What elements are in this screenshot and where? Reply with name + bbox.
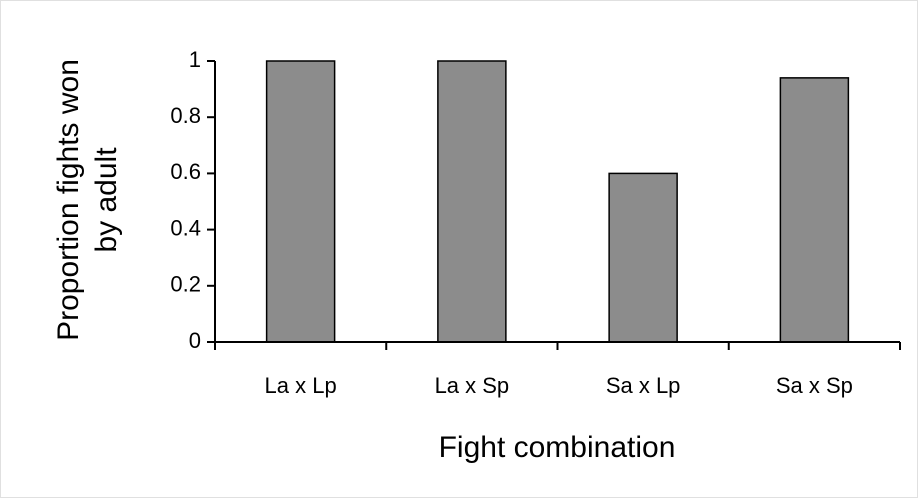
x-tick-label: Sa x Sp [776,373,853,398]
bar [608,172,678,343]
bar [265,60,336,343]
x-axis-label: Fight combination [439,431,676,464]
bar [779,77,850,343]
x-tick-label: Sa x Lp [606,373,681,398]
y-tick-label: 0 [189,328,201,353]
y-axis-label: Proportion fights won [52,59,85,341]
x-tick-label: La x Sp [435,373,510,398]
x-tick-label: La x Lp [265,373,337,398]
y-tick-label: 1 [189,47,201,72]
y-axis-label: by adult [90,147,123,253]
y-tick-label: 0.6 [170,159,201,184]
y-tick-label: 0.2 [170,272,201,297]
y-tick-label: 0.4 [170,215,201,240]
bar [437,60,507,343]
y-tick-label: 0.8 [170,103,201,128]
